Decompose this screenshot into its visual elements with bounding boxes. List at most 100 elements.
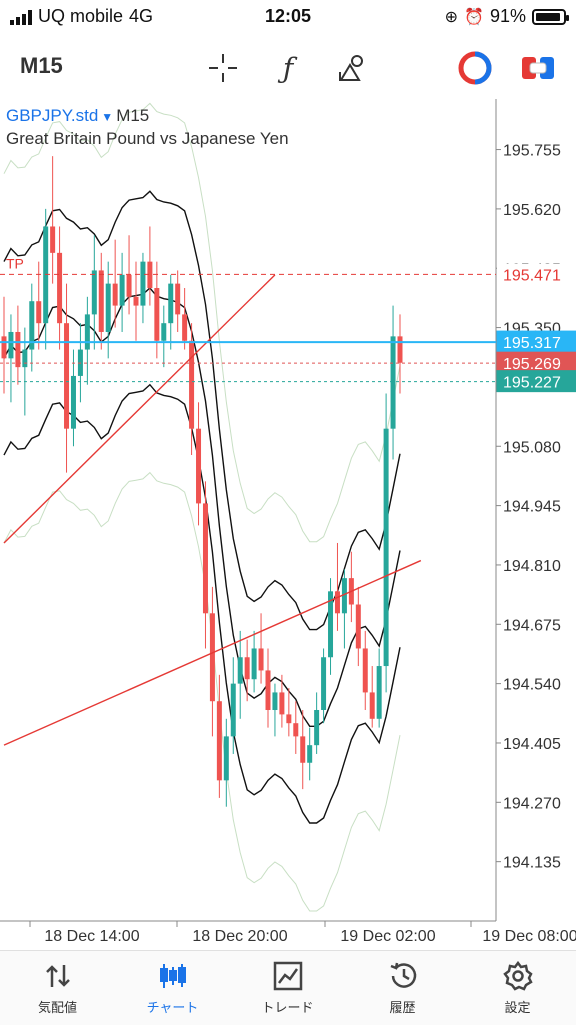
price-tick-label: 194.810 — [503, 558, 561, 575]
candle-body — [223, 736, 229, 781]
tab-history[interactable]: 履歴 — [345, 959, 460, 1016]
candle-body — [216, 701, 222, 781]
candle-body — [383, 428, 389, 667]
price-chart[interactable]: 195.755195.620195.485195.350195.080194.9… — [0, 99, 576, 946]
candle-body — [314, 710, 320, 746]
price-tick-label: 194.675 — [503, 617, 561, 634]
tab-settings[interactable]: 設定 — [460, 959, 575, 1016]
chart-canvas[interactable]: 195.755195.620195.485195.350195.080194.9… — [0, 99, 576, 946]
tab-label: 履歴 — [389, 1000, 416, 1015]
symbol-label[interactable]: GBPJPY.std ▼ M15 — [6, 106, 149, 126]
price-tick-label: 194.945 — [503, 499, 561, 516]
candle-body — [397, 336, 403, 363]
candle-body — [105, 283, 111, 332]
candle-body — [376, 666, 382, 719]
tab-quotes[interactable]: 気配値 — [0, 959, 115, 1016]
alarm-icon: ⏰ — [464, 8, 484, 26]
moving-average-line — [3, 286, 401, 727]
candle-body — [133, 296, 139, 306]
price-tag-box — [496, 370, 576, 393]
candle-body — [209, 613, 215, 702]
candle-body — [70, 375, 76, 429]
symbol-name[interactable]: GBPJPY.std — [6, 106, 99, 125]
take-profit-label: TP — [6, 255, 24, 271]
bollinger-upper-band — [3, 102, 401, 543]
candle-body — [1, 336, 7, 359]
timeframe-button[interactable]: M15 — [20, 53, 63, 78]
tab-label: 気配値 — [37, 1000, 77, 1015]
candle-body — [230, 683, 236, 737]
candle-body — [202, 503, 208, 614]
price-tick-label: 194.135 — [503, 855, 561, 872]
candle-body — [362, 648, 368, 693]
candle-body — [119, 274, 125, 306]
candle-body — [50, 226, 56, 253]
battery-icon — [532, 8, 569, 25]
candle-body — [64, 323, 70, 429]
candle-body — [182, 314, 188, 341]
price-tag-label: 195.317 — [503, 335, 561, 352]
candle-body — [334, 591, 340, 614]
crosshair-icon[interactable] — [203, 48, 243, 88]
symbol-dropdown-icon[interactable]: ▼ — [101, 110, 114, 124]
candle-body — [251, 648, 257, 680]
price-tick-label: 195.755 — [503, 143, 561, 160]
chart-candles-icon — [115, 959, 230, 993]
network-label: 4G — [129, 6, 154, 26]
candle-body — [293, 723, 299, 737]
price-tag-label: 195.471 — [503, 267, 561, 284]
time-label: 19 Dec 08:00 — [482, 928, 576, 945]
symbol-description: Great Britain Pound vs Japanese Yen — [6, 129, 289, 148]
status-left: UQ mobile 4G — [10, 6, 153, 27]
status-bar: UQ mobile 4G 12:05 ⊕ ⏰ 91% — [0, 0, 576, 34]
quotes-arrows-icon — [0, 959, 115, 993]
price-tag-box — [497, 263, 576, 285]
trade-panel-icon[interactable] — [518, 48, 558, 88]
candle-body — [196, 428, 202, 504]
candle-body — [189, 340, 195, 429]
candle-body — [237, 657, 243, 684]
bollinger-lower-band — [3, 471, 401, 912]
battery-percent: 91% — [489, 6, 526, 26]
price-tick-label: 194.405 — [503, 736, 561, 753]
tab-trade[interactable]: トレード — [230, 959, 345, 1016]
candle-body — [36, 301, 42, 324]
candle-body — [126, 274, 132, 297]
candle-body — [341, 578, 347, 614]
history-clock-icon — [345, 959, 460, 993]
candle-body — [272, 692, 278, 711]
candle-body — [84, 314, 90, 350]
candle-body — [147, 261, 153, 289]
candle-body — [390, 336, 396, 429]
carrier-label: UQ mobile — [38, 6, 124, 26]
candle-body — [265, 670, 271, 711]
price-tick-label: 195.080 — [503, 439, 561, 456]
candle-body — [22, 349, 28, 368]
candle-body — [161, 323, 167, 341]
lock-rotation-icon: ⊕ — [444, 8, 459, 26]
candle-body — [300, 736, 306, 763]
one-click-trading-icon[interactable] — [455, 48, 495, 88]
trendline — [3, 274, 276, 544]
candle-body — [355, 604, 361, 649]
envelope-lower-line — [3, 383, 401, 824]
indicators-icon[interactable]: ƒ — [282, 51, 294, 85]
time-label: 19 Dec 02:00 — [340, 928, 435, 945]
objects-icon[interactable] — [334, 48, 374, 88]
candle-body — [279, 692, 285, 715]
candle-body — [112, 283, 118, 306]
candle-body — [15, 331, 21, 368]
candle-body — [91, 270, 97, 315]
candle-body — [321, 657, 327, 711]
tab-label: 設定 — [504, 1000, 531, 1015]
symbol-timeframe: M15 — [116, 106, 150, 125]
price-tick-label: 194.540 — [503, 677, 561, 694]
tab-chart[interactable]: チャート — [115, 959, 230, 1016]
candle-body — [286, 714, 292, 724]
price-tick-label: 195.620 — [503, 202, 561, 219]
candle-body — [175, 283, 181, 315]
candle-body — [307, 745, 313, 763]
price-tag-label: 195.227 — [503, 375, 561, 392]
candle-body — [57, 252, 63, 324]
time-label: 18 Dec 20:00 — [192, 928, 287, 945]
